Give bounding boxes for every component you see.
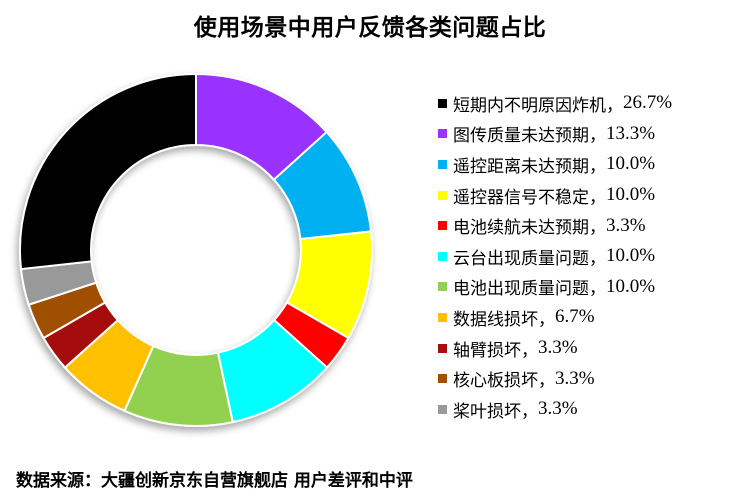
legend-item: 数据线损坏， 6.7% [438, 302, 672, 333]
legend-item: 核心板损坏， 3.3% [438, 363, 672, 394]
legend-label: 桨叶损坏 [453, 401, 521, 422]
legend-swatch-icon [438, 404, 447, 414]
legend-item: 图传质量未达预期， 13.3% [438, 119, 672, 150]
legend-separator: ， [589, 279, 606, 300]
legend-item: 电池出现质量问题， 10.0% [438, 272, 672, 303]
legend-value: 10.0% [606, 245, 656, 267]
legend-item: 遥控距离未达预期， 10.0% [438, 149, 672, 180]
legend-separator: ， [589, 187, 606, 208]
legend-label: 遥控距离未达预期 [453, 156, 589, 177]
legend-value: 6.7% [555, 306, 595, 328]
legend-label: 电池续航未达预期 [453, 218, 589, 239]
legend-separator: ， [538, 309, 555, 330]
legend-value: 26.7% [623, 92, 673, 114]
legend-value: 3.3% [538, 337, 578, 359]
legend-item: 遥控器信号不稳定， 10.0% [438, 180, 672, 211]
legend-separator: ， [589, 126, 606, 147]
legend-label: 遥控器信号不稳定 [453, 187, 589, 208]
legend-value: 3.3% [555, 367, 595, 389]
legend-swatch-icon [438, 312, 447, 322]
legend-label: 短期内不明原因炸机 [453, 95, 606, 116]
legend-swatch-icon [438, 343, 447, 353]
legend-separator: ， [606, 95, 623, 116]
legend-value: 10.0% [606, 153, 656, 175]
legend-swatch-icon [438, 190, 447, 200]
legend-label: 数据线损坏 [453, 309, 538, 330]
legend-item: 电池续航未达预期， 3.3% [438, 210, 672, 241]
legend-separator: ， [538, 371, 555, 392]
legend-label: 图传质量未达预期 [453, 126, 589, 147]
legend-swatch-icon [438, 282, 447, 292]
legend-separator: ， [589, 156, 606, 177]
legend-item: 桨叶损坏， 3.3% [438, 394, 672, 425]
legend-item: 云台出现质量问题， 10.0% [438, 241, 672, 272]
legend-label: 电池出现质量问题 [453, 279, 589, 300]
legend-label: 轴臂损坏 [453, 340, 521, 361]
data-source-note: 数据来源：大疆创新京东自营旗舰店 用户差评和中评 [16, 471, 413, 491]
legend-swatch-icon [438, 98, 447, 108]
legend-label: 核心板损坏 [453, 371, 538, 392]
legend-value: 3.3% [538, 398, 578, 420]
legend-value: 3.3% [606, 214, 646, 236]
legend-separator: ， [589, 218, 606, 239]
legend-separator: ， [521, 401, 538, 422]
legend-swatch-icon [438, 374, 447, 384]
legend-value: 13.3% [606, 122, 656, 144]
legend-swatch-icon [438, 129, 447, 139]
donut-slice [19, 72, 197, 271]
donut-chart [19, 72, 373, 427]
legend-swatch-icon [438, 159, 447, 169]
legend-label: 云台出现质量问题 [453, 248, 589, 269]
legend-value: 10.0% [606, 275, 656, 297]
chart-title: 使用场景中用户反馈各类问题占比 [193, 15, 547, 41]
legend-item: 轴臂损坏， 3.3% [438, 333, 672, 364]
legend-separator: ， [521, 340, 538, 361]
legend-swatch-icon [438, 221, 447, 231]
legend: 短期内不明原因炸机， 26.7% 图传质量未达预期， 13.3% 遥控距离未达预期， 10… [438, 88, 672, 425]
legend-value: 10.0% [606, 184, 656, 206]
legend-separator: ， [589, 248, 606, 269]
legend-swatch-icon [438, 251, 447, 261]
donut-slices [19, 72, 373, 427]
legend-item: 短期内不明原因炸机， 26.7% [438, 88, 672, 119]
